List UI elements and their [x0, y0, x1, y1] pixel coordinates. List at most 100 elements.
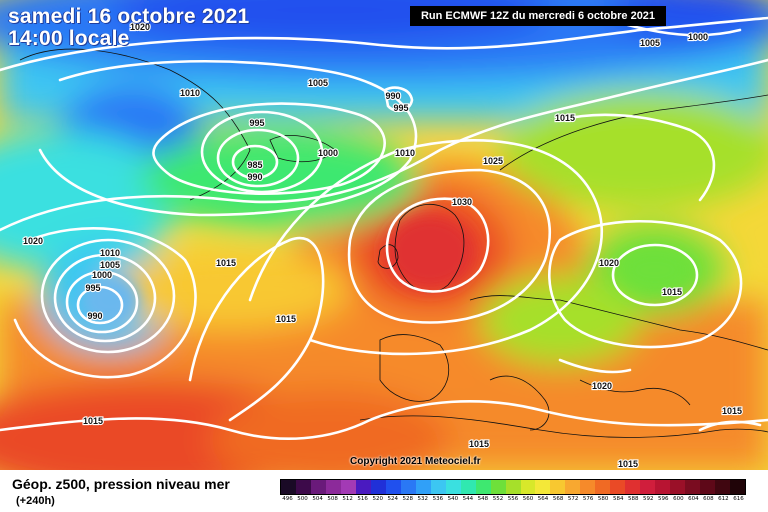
scale-swatch	[415, 480, 431, 494]
forecast-date: samedi 16 octobre 2021 14:00 locale	[8, 6, 249, 50]
legend-bar: Géop. z500, pression niveau mer (+240h) …	[0, 470, 768, 512]
scale-tick-label: 604	[688, 496, 699, 502]
isobar-cont-1020	[548, 219, 743, 349]
isobar-label: 995	[85, 283, 100, 293]
forecast-map: 1020 1005 1000 1005 1010 990 995 995 1015 1000 101…	[0, 0, 768, 470]
isobar-cont-1020b	[558, 358, 632, 374]
isobar-label: 985	[247, 160, 262, 170]
scale-swatch	[310, 480, 326, 494]
isobar-label: 1020	[23, 236, 43, 246]
isobar-label: 1010	[100, 248, 120, 258]
scale-tick-label: 520	[372, 496, 383, 502]
scale-tick-label: 500	[297, 496, 308, 502]
scale-swatch	[670, 480, 686, 494]
scale-swatch	[520, 480, 536, 494]
coastlines	[19, 48, 768, 438]
scale-tick-label: 564	[537, 496, 549, 502]
scale-tick-label: 592	[643, 496, 654, 502]
isobar-label: 1025	[483, 156, 503, 166]
scale-tick-label: 504	[312, 496, 323, 502]
isobar-ice-1000	[152, 102, 386, 195]
isobar-label: 1010	[395, 148, 415, 158]
isobar-low-1010	[13, 227, 197, 379]
scale-tick-label: 576	[582, 496, 594, 502]
isobar-low-1000	[53, 253, 157, 343]
scale-tick-label: 552	[492, 496, 504, 502]
isobar-label: 1015	[662, 287, 682, 297]
scale-swatch	[430, 480, 446, 494]
isobar-low-990	[76, 285, 124, 325]
north-africa-coast	[359, 415, 768, 438]
isobar-label: 1000	[688, 32, 708, 42]
scandinavia-coast	[499, 94, 768, 171]
isobar-1010-north	[0, 58, 768, 232]
scale-tick-label: 568	[552, 496, 564, 502]
scale-tick-label: 508	[327, 496, 338, 502]
isobar-label: 1015	[83, 416, 103, 426]
scale-swatch	[640, 480, 656, 494]
isobar-1005-north	[0, 16, 768, 72]
isobar-label: 1000	[318, 148, 338, 158]
scale-tick-label: 580	[597, 496, 609, 502]
scale-tick-label: 532	[417, 496, 429, 502]
scale-swatch	[385, 480, 401, 494]
scale-swatch	[535, 480, 551, 494]
color-scale: 496 500 504 508 512 516 520 524 528 532 536 540 544 5…	[280, 479, 746, 507]
scale-tick-label: 524	[387, 496, 398, 502]
forecast-time-line: 14:00 locale	[8, 27, 130, 50]
scale-tick-label: 516	[357, 496, 368, 502]
isobar-1015-south	[0, 400, 768, 441]
scale-tick-label: 616	[733, 496, 744, 502]
isobar-label: 1015	[555, 113, 575, 123]
isobar-label: 1015	[216, 258, 236, 268]
italy-coast	[489, 375, 550, 431]
scale-tick-label: 512	[342, 496, 353, 502]
scale-swatch	[295, 480, 311, 494]
scale-swatch	[340, 480, 356, 494]
isobar-1015-scand	[558, 113, 716, 202]
scale-swatch	[655, 480, 671, 494]
isobar-label: 1015	[618, 459, 638, 469]
isobar-ice-990	[216, 128, 300, 188]
isobar-label: 1020	[592, 381, 612, 391]
copyright-text: Copyright 2021 Meteociel.fr	[350, 456, 481, 467]
scale-tick-label: 496	[282, 496, 293, 502]
scale-swatch	[370, 480, 386, 494]
isobars	[0, 16, 768, 441]
isobar-ice-1005	[38, 59, 418, 217]
isobar-label: 1030	[452, 197, 472, 207]
isobar-label: 995	[249, 118, 264, 128]
scale-swatch	[595, 480, 611, 494]
scale-tick-label: 548	[477, 496, 489, 502]
geopotential-field	[0, 0, 768, 470]
isobar-label: 1015	[276, 314, 296, 324]
isobar-label: 1005	[308, 78, 328, 88]
scale-tick-label: 588	[627, 496, 639, 502]
scale-tick-label: 608	[703, 496, 714, 502]
isobar-label: 1005	[640, 38, 660, 48]
lead-time: (+240h)	[16, 495, 55, 507]
isobar-ice-985	[231, 144, 279, 180]
isobar-label: 990	[87, 311, 102, 321]
scale-swatch	[490, 480, 506, 494]
scale-swatch	[281, 480, 296, 494]
scale-swatch	[730, 480, 746, 494]
scale-tick-label: 544	[462, 496, 474, 502]
isobar-high-1020	[248, 139, 604, 356]
scale-tick-label: 556	[507, 496, 519, 502]
britain-coast	[394, 203, 465, 293]
scale-swatch	[550, 480, 566, 494]
scale-tick-label: 560	[522, 496, 534, 502]
scale-swatch	[715, 480, 731, 494]
run-label: Run ECMWF 12Z du mercredi 6 octobre 2021	[410, 6, 666, 26]
isobar-label: 1005	[100, 260, 120, 270]
isobar-label: 1000	[92, 270, 112, 280]
isobar-1015-west	[188, 236, 325, 422]
scale-swatch	[700, 480, 716, 494]
isobar-label: 990	[247, 172, 262, 182]
isobar-east-1015	[698, 420, 762, 432]
isobar-label: 1015	[469, 439, 489, 449]
